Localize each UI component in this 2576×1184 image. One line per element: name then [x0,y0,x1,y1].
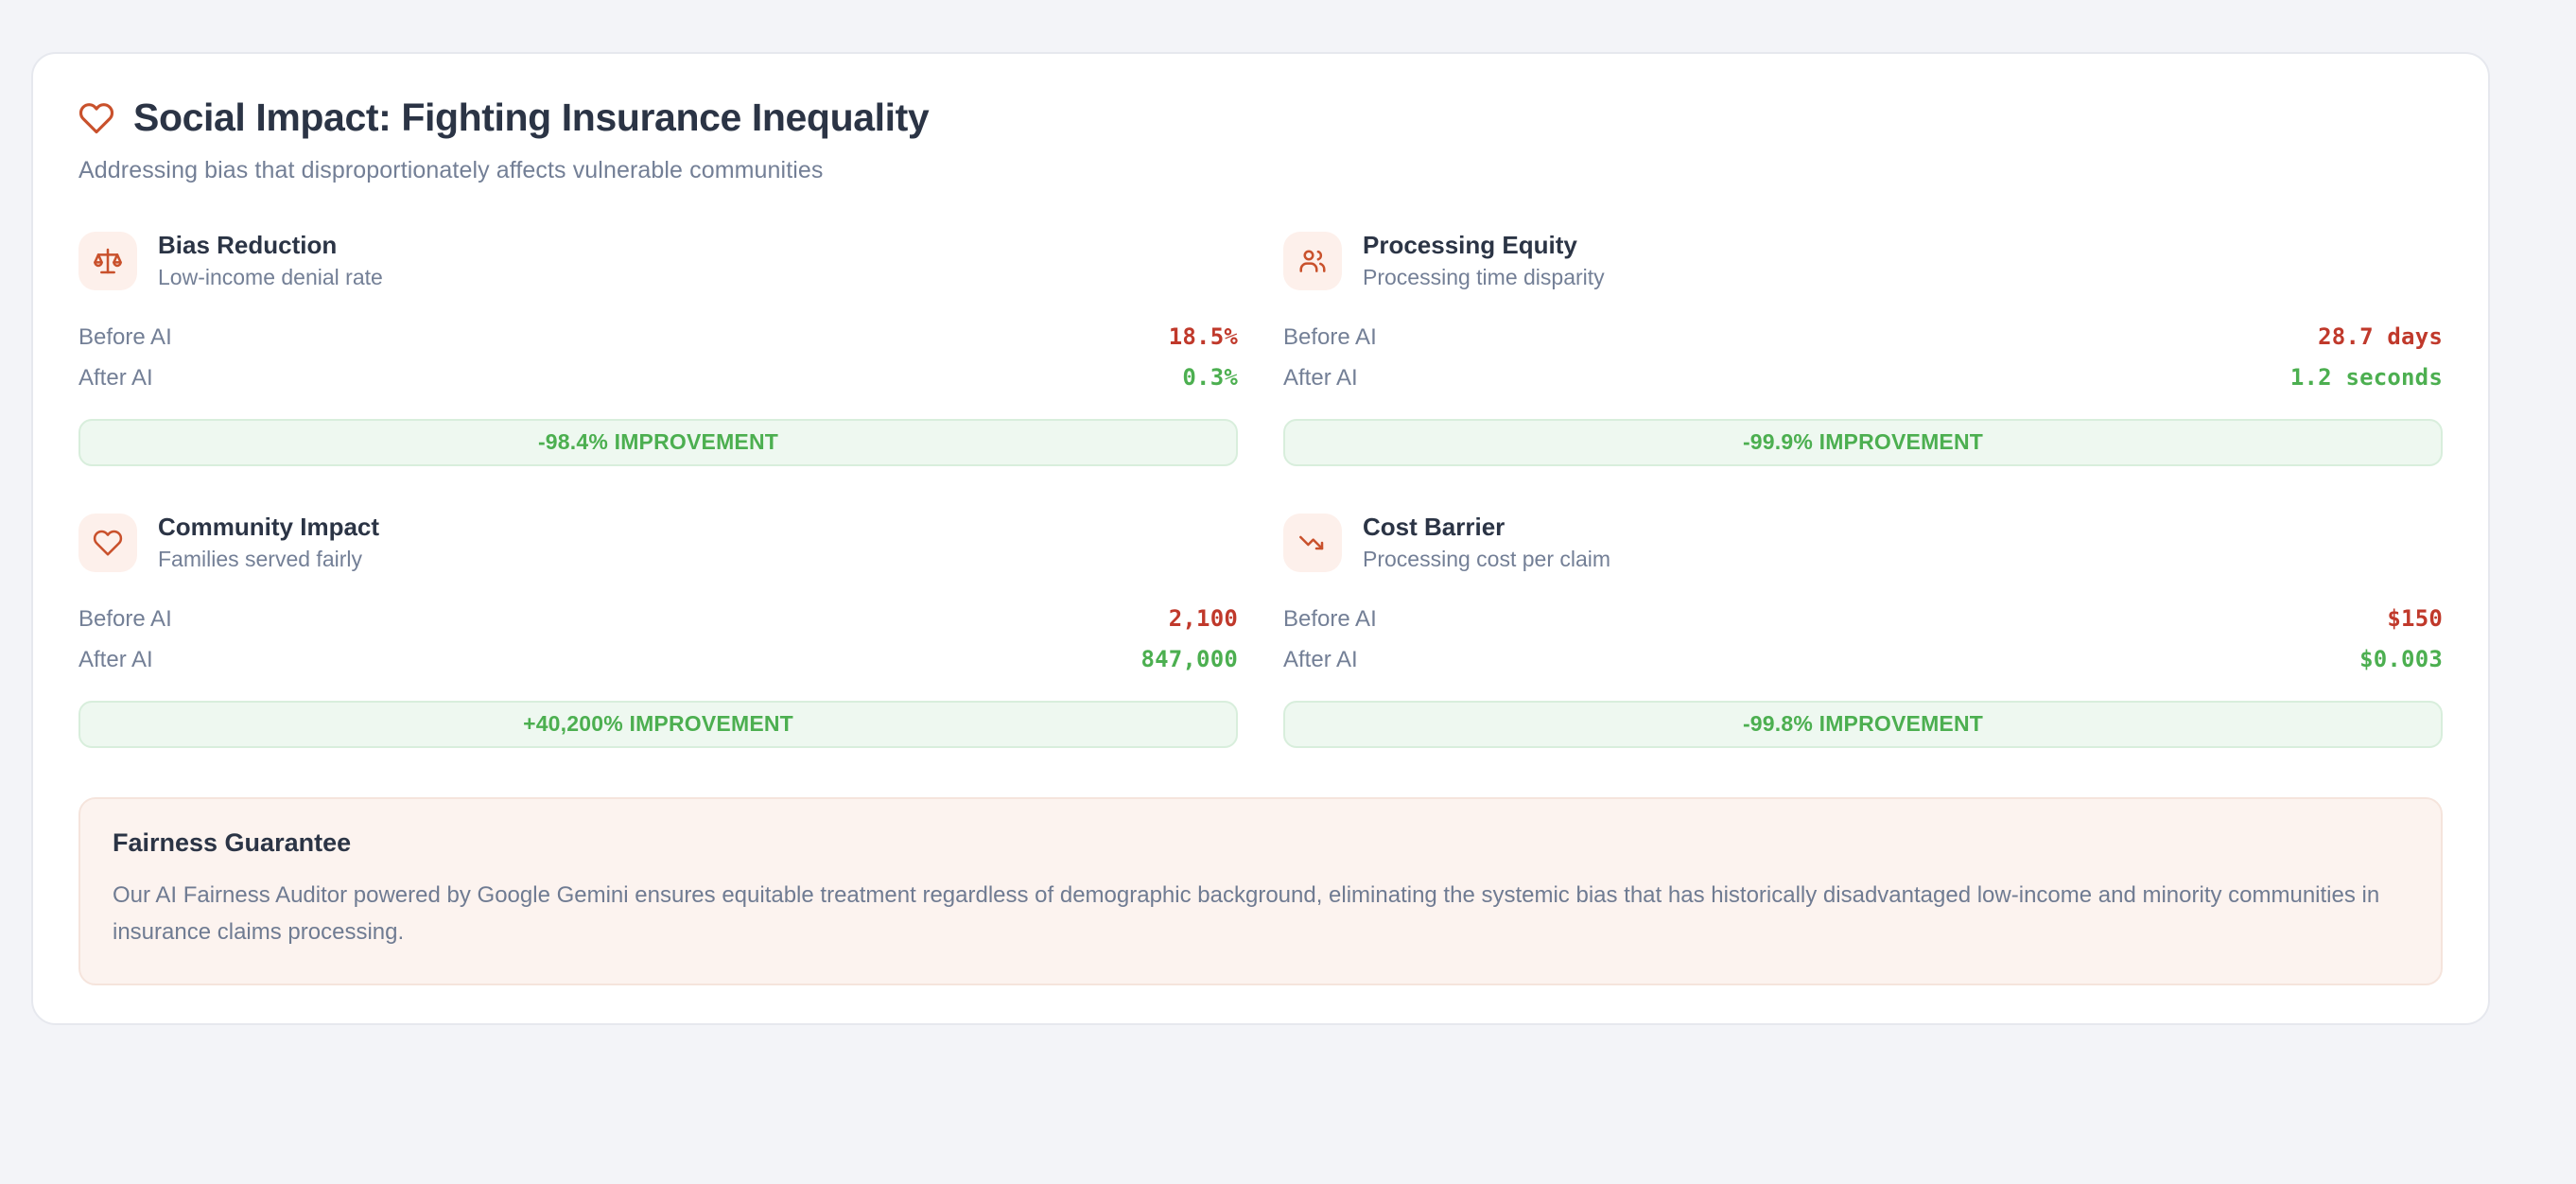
fairness-guarantee-note: Fairness Guarantee Our AI Fairness Audit… [78,796,2443,986]
after-label: After AI [78,364,153,391]
metric-icon-container [1283,513,1342,572]
metric-header: Community Impact Families served fairly [78,513,1238,572]
fairness-guarantee-title: Fairness Guarantee [113,827,352,857]
metric-card-processing-equity: Processing Equity Processing time dispar… [1283,231,2443,466]
before-value: 18.5% [1168,322,1238,350]
scales-icon [94,248,122,273]
trending-down-icon [1299,535,1324,549]
metric-titles: Community Impact Families served fairly [158,514,379,571]
metric-name: Processing Equity [1363,231,1577,260]
metric-titles: Processing Equity Processing time dispar… [1363,232,1605,289]
after-value: 1.2 seconds [2289,363,2443,391]
metric-header: Processing Equity Processing time dispar… [1283,231,2443,290]
metric-row-after: After AI 847,000 [78,639,1238,680]
metric-rows: Before AI 2,100 After AI 847,000 [78,599,1238,680]
metric-card-cost-barrier: Cost Barrier Processing cost per claim B… [1283,513,2443,748]
social-impact-panel: Social Impact: Fighting Insurance Inequa… [31,52,2490,1026]
metric-row-before: Before AI $150 [1283,599,2443,639]
before-value: 2,100 [1168,604,1238,632]
metric-row-after: After AI 1.2 seconds [1283,357,2443,398]
after-value: $0.003 [2359,645,2443,672]
improvement-badge: -99.9% IMPROVEMENT [1283,418,2443,466]
metric-rows: Before AI $150 After AI $0.003 [1283,599,2443,680]
metric-row-before: Before AI 18.5% [78,317,1238,357]
improvement-badge: +40,200% IMPROVEMENT [78,700,1238,748]
metric-row-after: After AI 0.3% [78,357,1238,398]
panel-header: Social Impact: Fighting Insurance Inequa… [78,96,2443,186]
metric-header: Bias Reduction Low-income denial rate [78,231,1238,290]
metric-description: Processing time disparity [1363,264,1605,289]
before-value: $150 [2387,604,2443,632]
metric-name: Community Impact [158,513,380,542]
title-row: Social Impact: Fighting Insurance Inequa… [78,96,2443,140]
metric-row-before: Before AI 2,100 [78,599,1238,639]
after-label: After AI [78,646,153,672]
before-label: Before AI [1283,605,1377,632]
metric-row-before: Before AI 28.7 days [1283,317,2443,357]
page-title: Social Impact: Fighting Insurance Inequa… [133,96,930,139]
metric-description: Processing cost per claim [1363,546,1611,571]
metric-titles: Cost Barrier Processing cost per claim [1363,514,1610,571]
improvement-badge: -99.8% IMPROVEMENT [1283,700,2443,748]
after-value: 0.3% [1182,363,1238,391]
improvement-badge: -98.4% IMPROVEMENT [78,418,1238,466]
metric-rows: Before AI 18.5% After AI 0.3% [78,317,1238,398]
users-icon [1299,250,1326,272]
metric-name: Bias Reduction [158,231,338,260]
after-label: After AI [1283,646,1358,672]
heart-icon [78,102,114,133]
metric-icon-container [78,231,137,290]
metric-description: Low-income denial rate [158,264,383,289]
metric-description: Families served fairly [158,546,362,571]
after-label: After AI [1283,364,1358,391]
metric-row-after: After AI $0.003 [1283,639,2443,680]
fairness-guarantee-text: Our AI Fairness Auditor powered by Googl… [113,882,2380,946]
before-value: 28.7 days [2318,322,2443,350]
metric-name: Cost Barrier [1363,513,1506,542]
metrics-grid: Bias Reduction Low-income denial rate Be… [78,231,2443,748]
before-label: Before AI [78,605,172,632]
metric-card-bias-reduction: Bias Reduction Low-income denial rate Be… [78,231,1238,466]
after-value: 847,000 [1140,645,1238,672]
metric-card-community-impact: Community Impact Families served fairly … [78,513,1238,748]
metric-rows: Before AI 28.7 days After AI 1.2 seconds [1283,317,2443,398]
before-label: Before AI [1283,323,1377,350]
panel-subtitle: Addressing bias that disproportionately … [78,157,824,184]
heart-icon [93,530,123,556]
metric-icon-container [1283,231,1342,290]
before-label: Before AI [78,323,172,350]
metric-icon-container [78,513,137,572]
metric-header: Cost Barrier Processing cost per claim [1283,513,2443,572]
metric-titles: Bias Reduction Low-income denial rate [158,232,383,289]
